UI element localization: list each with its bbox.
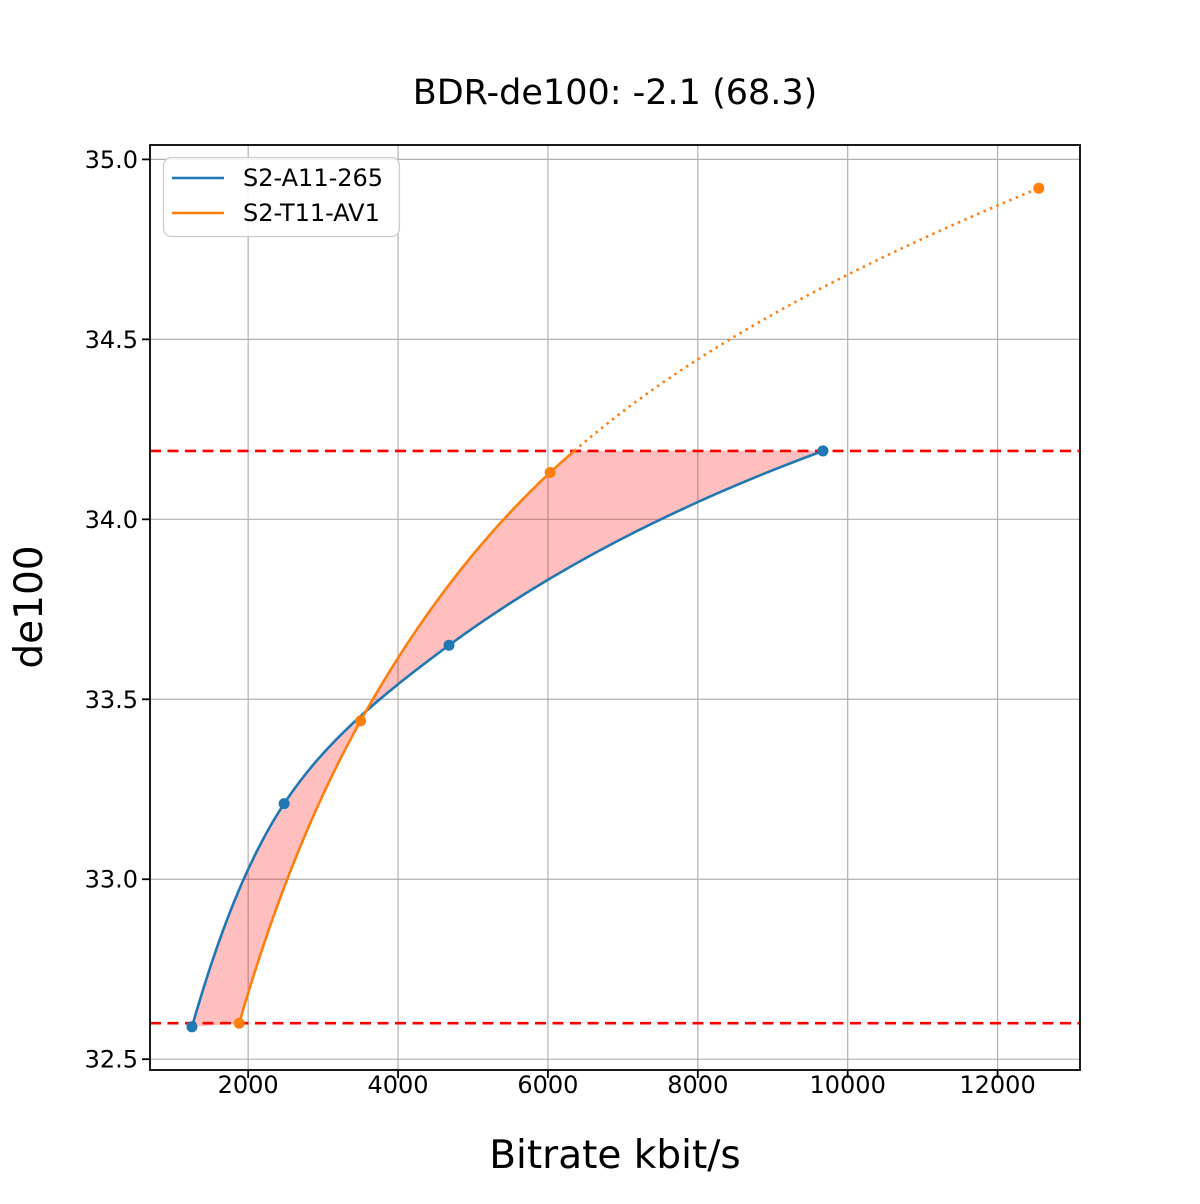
x-tick-label: 4000 [368, 1071, 429, 1099]
overlap-bound-lines [150, 449, 1080, 1025]
y-axis-label: de100 [7, 545, 52, 668]
y-tick-label: 35.0 [85, 146, 138, 174]
legend-entry-s2-t11-av1: S2-T11-AV1 [243, 199, 380, 227]
data-point-S2-T11-AV1 [544, 467, 556, 479]
x-axis-label: Bitrate kbit/s [489, 1133, 740, 1178]
x-tick-label: 6000 [517, 1071, 578, 1099]
series-curves [190, 186, 1040, 1028]
data-point-S2-A11-265 [817, 445, 829, 457]
series-curve-s2-t11-av1-dotted [573, 186, 1040, 452]
x-tick-label: 2000 [218, 1071, 279, 1099]
data-point-S2-A11-265 [186, 1021, 198, 1033]
tick-labels: 2000 4000 6000 8000 10000 12000 32.5 33.0 33.5 34… [85, 146, 1036, 1099]
legend: S2-A11-265 S2-T11-AV1 [162, 156, 401, 238]
y-tick-label: 33.0 [85, 866, 138, 894]
data-point-S2-A11-265 [443, 639, 455, 651]
data-point-markers [186, 182, 1045, 1033]
data-point-S2-T11-AV1 [233, 1017, 245, 1029]
gridlines [150, 145, 1080, 1070]
bd-overlap-fill [191, 450, 823, 1027]
x-tick-label: 10000 [810, 1071, 886, 1099]
series-curve-s2-t11-av1-solid [237, 449, 576, 1024]
y-tick-label: 32.5 [85, 1046, 138, 1074]
plot-border [149, 144, 1081, 1071]
axes-spines-ticks [142, 144, 1081, 1078]
data-point-S2-A11-265 [278, 798, 290, 810]
y-tick-label: 33.5 [85, 686, 138, 714]
x-tick-label: 8000 [667, 1071, 728, 1099]
y-tick-label: 34.0 [85, 506, 138, 534]
x-tick-label: 12000 [959, 1071, 1035, 1099]
data-point-S2-T11-AV1 [1033, 182, 1045, 194]
y-tick-label: 34.5 [85, 326, 138, 354]
chart-title: BDR-de100: -2.1 (68.3) [413, 73, 818, 113]
data-point-S2-T11-AV1 [355, 715, 367, 727]
legend-entry-s2-a11-265: S2-A11-265 [243, 164, 383, 192]
bd-overlap-region [191, 450, 823, 1027]
